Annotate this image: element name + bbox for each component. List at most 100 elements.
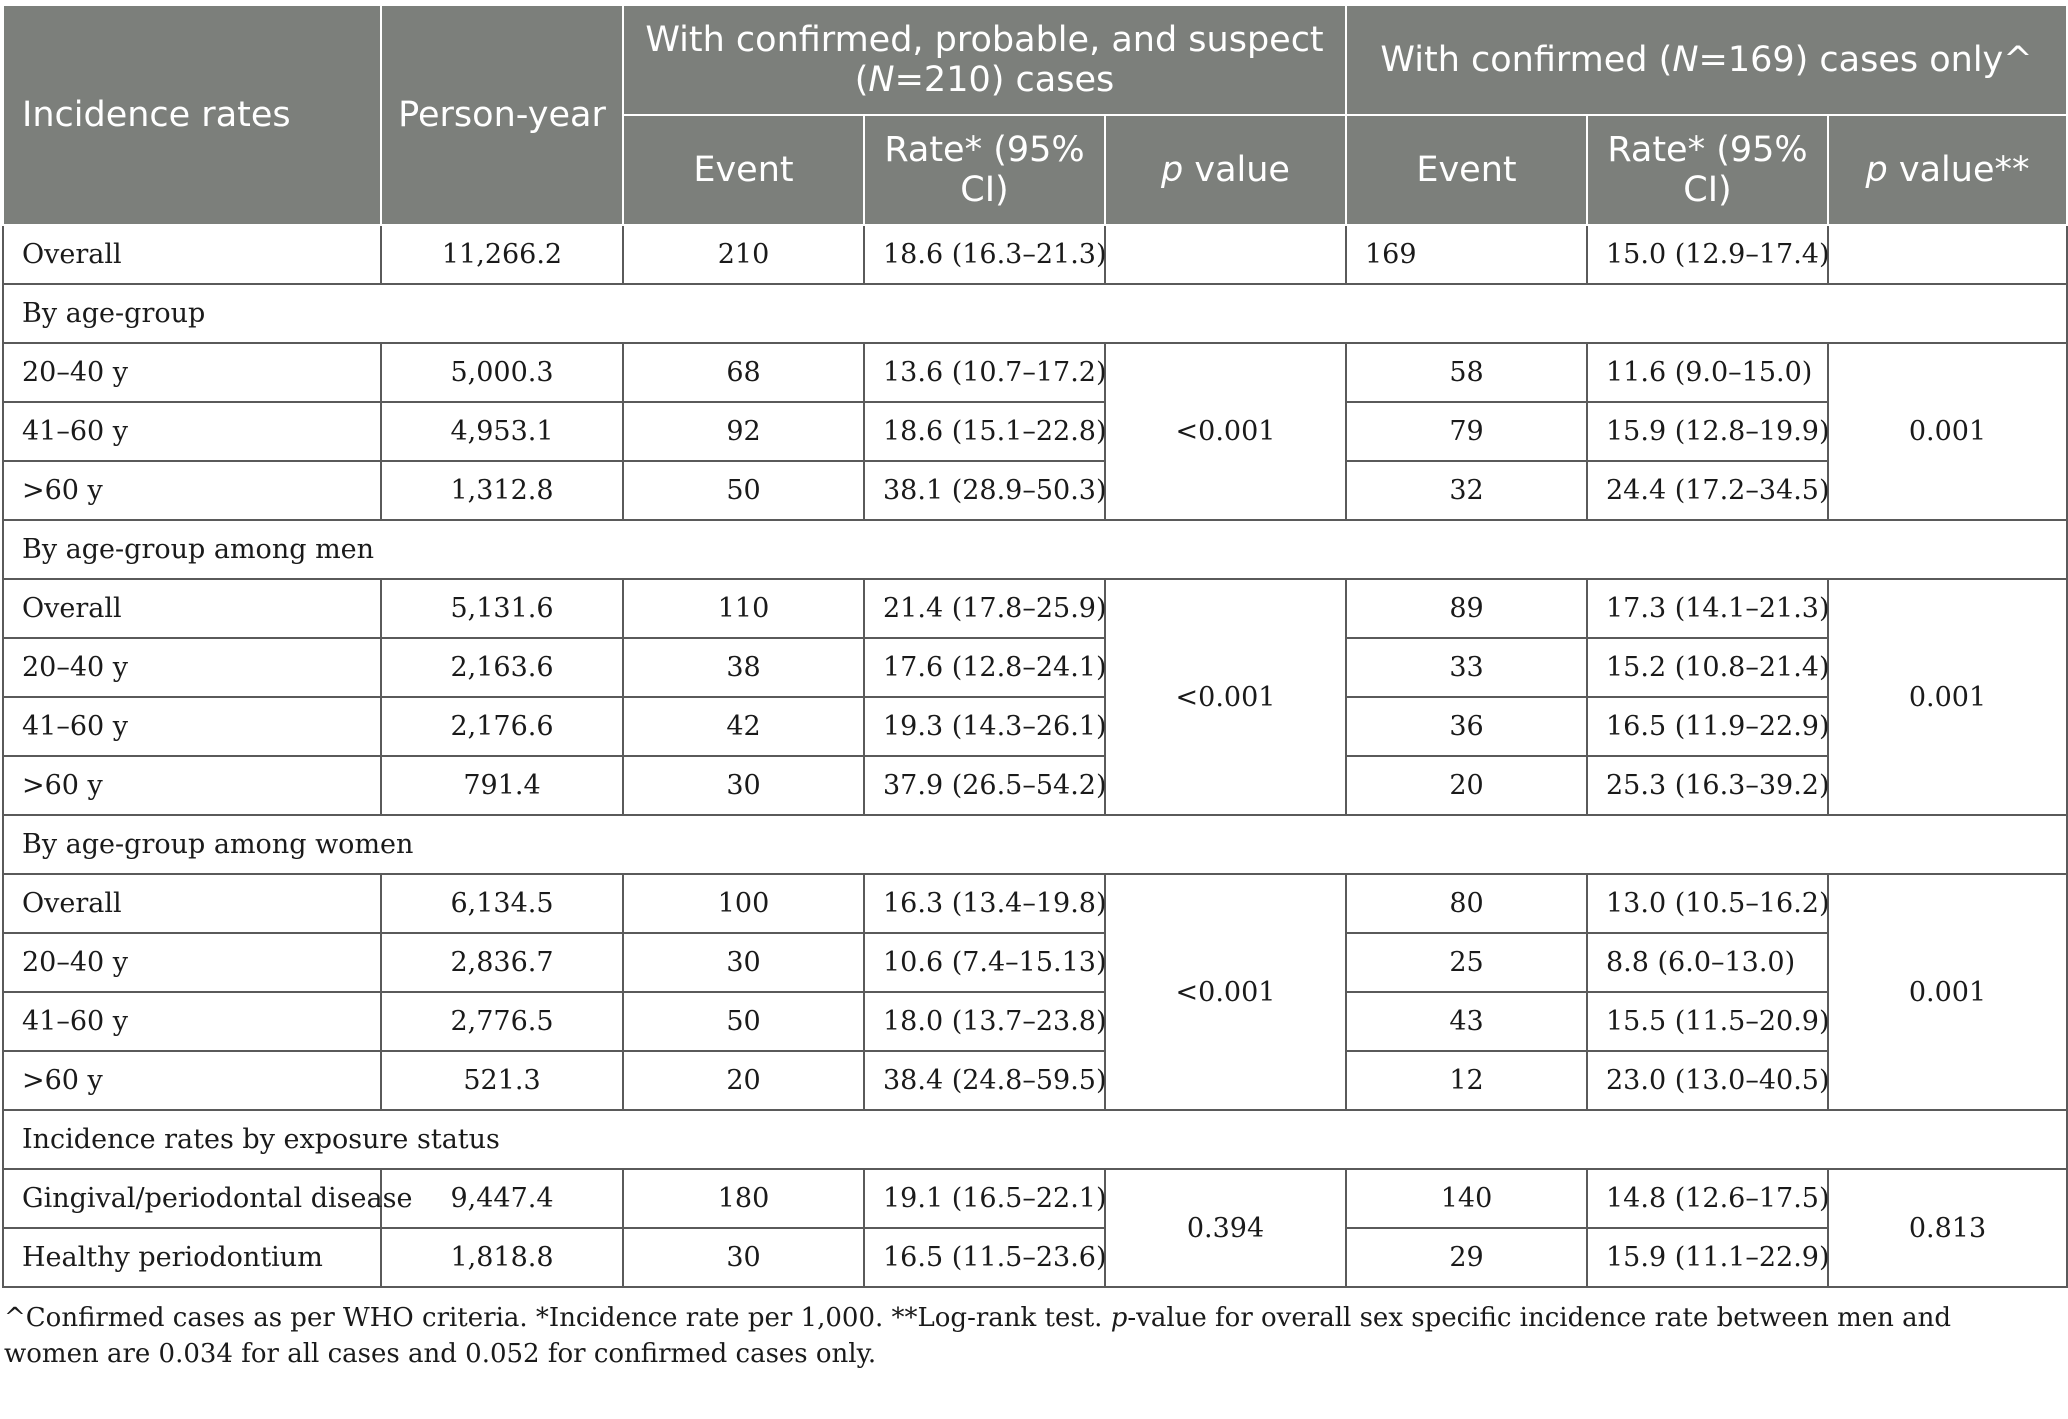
table-row: >60 y 521.3 20 38.4 (24.8–59.5) 12 23.0 … [2,1050,2067,1111]
event-all-cell: 50 [622,991,865,1052]
event-all-cell: 20 [622,1050,865,1111]
section-label: By age-group [1,283,2068,344]
event-all-cell: 100 [622,873,865,934]
section-label: Incidence rates by exposure status [1,1109,2068,1170]
row-label: Overall [2,873,382,934]
rate-confirmed-cell: 24.4 (17.2–34.5) [1586,460,1830,521]
person-year-cell: 2,776.5 [380,991,624,1052]
table-row: >60 y 1,312.8 50 38.1 (28.9–50.3) 32 24.… [2,460,2067,521]
header-rate-confirmed: Rate* (95% CI) [1586,114,1829,226]
rate-confirmed-cell: 15.5 (11.5–20.9) [1586,991,1830,1052]
rate-all-cell: 17.6 (12.8–24.1) [863,637,1107,698]
rate-all-cell: 10.6 (7.4–15.13) [863,932,1107,993]
rate-confirmed-cell: 25.3 (16.3–39.2) [1586,755,1830,816]
person-year-cell: 1,312.8 [380,460,624,521]
table-row: 41–60 y 2,776.5 50 18.0 (13.7–23.8) 43 1… [2,991,2067,1052]
rate-confirmed-cell: 14.8 (12.6–17.5) [1586,1168,1830,1229]
p-value-all-cell: <0.001 [1104,873,1347,1111]
rate-all-cell: 16.5 (11.5–23.6) [863,1227,1107,1288]
rate-confirmed-cell: 15.9 (12.8–19.9) [1586,401,1830,462]
p-value-all-cell: <0.001 [1104,578,1347,816]
event-confirmed-cell: 43 [1345,991,1588,1052]
table-row: 20–40 y 5,000.3 68 13.6 (10.7–17.2) <0.0… [2,342,2068,521]
row-label: >60 y [2,755,382,816]
rate-all-cell: 19.3 (14.3–26.1) [863,696,1107,757]
p-value-confirmed-cell: 0.001 [1826,873,2068,1111]
table-row: Gingival/periodontal disease 9,447.4 180… [2,1168,2068,1288]
p-value-all-cell: <0.001 [1104,342,1347,521]
event-confirmed-cell: 29 [1345,1227,1588,1288]
person-year-cell: 2,163.6 [380,637,624,698]
event-confirmed-cell: 58 [1345,342,1588,403]
header-group-confirmed-cases: With confirmed (N=169) cases only^ [1344,4,2068,116]
event-confirmed-cell: 12 [1345,1050,1588,1111]
header-p-value-all: p value [1104,114,1347,226]
event-all-cell: 42 [622,696,865,757]
row-label: 41–60 y [2,696,382,757]
header-event-confirmed: Event [1345,114,1588,226]
row-label: Gingival/periodontal disease [2,1168,412,1229]
rate-all-cell: 16.3 (13.4–19.8) [863,873,1107,934]
rate-confirmed-cell: 15.0 (12.9–17.4) [1586,224,1830,285]
p-value-confirmed-cell: 0.813 [1826,1168,2068,1288]
row-label: >60 y [2,460,382,521]
header-rate-all: Rate* (95% CI) [863,114,1106,226]
rate-confirmed-cell: 8.8 (6.0–13.0) [1586,932,1829,993]
event-confirmed-cell: 36 [1345,696,1588,757]
event-all-cell: 110 [622,578,865,639]
table-row: 20–40 y 2,836.7 30 10.6 (7.4–15.13) 25 8… [2,932,2067,993]
event-all-cell: 30 [622,932,865,993]
person-year-cell: 4,953.1 [380,401,624,462]
person-year-cell: 5,000.3 [380,342,624,403]
row-label: 41–60 y [2,991,382,1052]
row-label: Healthy periodontium [2,1227,382,1288]
table-footnote: ^Confirmed cases as per WHO criteria. *I… [4,1303,1952,1369]
event-confirmed-cell: 25 [1345,932,1588,993]
row-label: 20–40 y [2,932,382,993]
person-year-cell: 2,176.6 [380,696,624,757]
row-label: Overall [2,578,382,639]
event-confirmed-cell: 80 [1345,873,1588,934]
table-container: Incidence rates Person-year With confirm… [1,4,2068,1372]
event-all-cell: 68 [622,342,865,403]
person-year-cell: 6,134.5 [380,873,624,934]
person-year-cell: 9,447.4 [380,1168,624,1229]
section-row: By age-group among men [1,519,2068,580]
event-confirmed-cell: 20 [1345,755,1588,816]
event-confirmed-cell: 33 [1345,637,1588,698]
p-value-confirmed-cell [1826,224,2068,285]
section-row: By age-group [1,283,2068,344]
person-year-cell: 5,131.6 [380,578,624,639]
row-label: 20–40 y [2,342,382,403]
event-confirmed-cell: 140 [1345,1168,1588,1229]
table-row: Overall 5,131.6 110 21.4 (17.8–25.9) <0.… [2,578,2068,816]
event-all-cell: 30 [622,1227,865,1288]
section-row: By age-group among women [1,814,2068,875]
person-year-cell: 2,836.7 [380,932,624,993]
table-row: Overall 6,134.5 100 16.3 (13.4–19.8) <0.… [2,873,2068,1111]
p-value-confirmed-cell: 0.001 [1826,578,2068,816]
event-all-cell: 92 [622,401,865,462]
rate-all-cell: 21.4 (17.8–25.9) [863,578,1107,639]
rate-all-cell: 38.1 (28.9–50.3) [863,460,1107,521]
rate-confirmed-cell: 15.9 (11.1–22.9) [1586,1227,1830,1288]
table-row: >60 y 791.4 30 37.9 (26.5–54.2) 20 25.3 … [2,755,2067,816]
header-group-all-cases: With confirmed, probable, and suspect (N… [622,4,1347,116]
rate-confirmed-cell: 11.6 (9.0–15.0) [1586,342,1829,403]
event-all-cell: 180 [622,1168,865,1229]
rate-confirmed-cell: 23.0 (13.0–40.5) [1586,1050,1830,1111]
p-value-confirmed-cell: 0.001 [1826,342,2068,521]
header-person-year: Person-year [380,4,624,226]
p-value-all-cell [1104,224,1347,285]
p-value-all-cell: 0.394 [1104,1168,1347,1288]
event-all-cell: 50 [622,460,865,521]
person-year-cell: 791.4 [380,755,624,816]
event-confirmed-cell: 169 [1345,224,1588,285]
table-row: Healthy periodontium 1,818.8 30 16.5 (11… [2,1227,2067,1288]
rate-confirmed-cell: 16.5 (11.9–22.9) [1586,696,1830,757]
person-year-cell: 11,266.2 [380,224,624,285]
rate-all-cell: 18.6 (16.3–21.3) [863,224,1107,285]
row-label: 20–40 y [2,637,382,698]
header-incidence-rates: Incidence rates [2,4,382,226]
header-p-value-confirmed: p value** [1826,114,2068,226]
